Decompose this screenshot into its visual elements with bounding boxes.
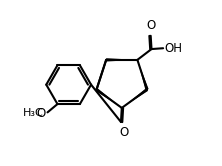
Polygon shape	[95, 88, 122, 108]
Text: O: O	[37, 107, 46, 120]
Text: H₃C: H₃C	[23, 108, 43, 118]
Polygon shape	[137, 60, 149, 90]
Polygon shape	[106, 58, 137, 62]
Polygon shape	[122, 88, 148, 108]
Text: OH: OH	[164, 42, 182, 55]
Text: O: O	[146, 19, 155, 32]
Text: O: O	[120, 126, 129, 139]
